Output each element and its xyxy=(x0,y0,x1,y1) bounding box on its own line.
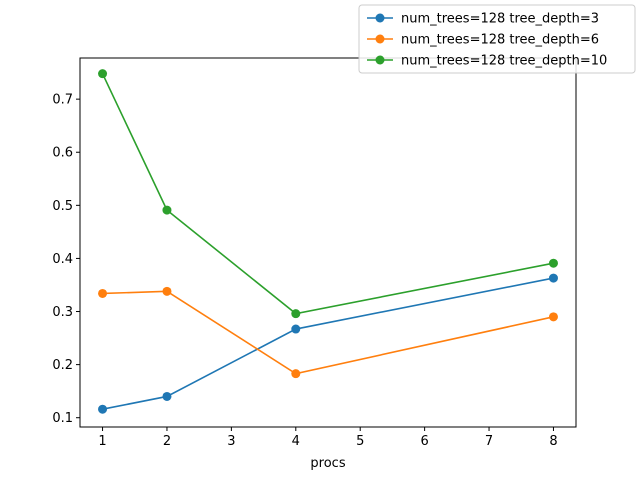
series-line xyxy=(101,73,554,315)
legend-item: num_trees=128 tree_depth=6 xyxy=(367,33,599,48)
series-line xyxy=(102,277,554,410)
legend-label: num_trees=128 tree_depth=3 xyxy=(401,12,599,27)
series-2 xyxy=(98,286,558,379)
y-tick-label: 0.1 xyxy=(52,411,73,426)
legend-marker xyxy=(375,13,385,23)
x-axis-label: procs xyxy=(310,456,345,471)
x-axis: 1 2 3 4 5 6 7 8 xyxy=(98,427,558,449)
y-tick-label: 0.7 xyxy=(52,93,73,108)
data-point xyxy=(548,258,558,268)
y-tick-label: 0.3 xyxy=(52,305,73,320)
legend-marker xyxy=(375,34,385,44)
data-point xyxy=(548,312,558,322)
x-tick-label: 4 xyxy=(292,434,300,449)
series-3 xyxy=(98,69,558,319)
series-1 xyxy=(98,273,558,414)
legend-box xyxy=(358,4,636,74)
y-tick-label: 0.4 xyxy=(52,252,73,267)
y-tick-label: 0.6 xyxy=(52,146,73,161)
data-point xyxy=(291,324,301,334)
y-tick-label: 0.5 xyxy=(52,199,73,214)
data-point xyxy=(98,288,108,298)
x-tick-label: 1 xyxy=(98,434,106,449)
data-point xyxy=(162,286,172,296)
y-axis: 0.1 0.2 0.3 0.4 0.5 0.6 0.7 xyxy=(52,93,80,426)
data-point xyxy=(162,391,172,401)
data-point xyxy=(162,205,172,215)
x-tick-label: 3 xyxy=(227,434,235,449)
series-layer xyxy=(98,69,558,414)
legend-label: num_trees=128 tree_depth=6 xyxy=(401,33,599,48)
x-tick-label: 6 xyxy=(420,434,428,449)
x-tick-label: 8 xyxy=(549,434,557,449)
x-tick-label: 7 xyxy=(485,434,493,449)
plot-frame xyxy=(79,57,577,428)
y-tick-label: 0.2 xyxy=(52,358,73,373)
legend-item: num_trees=128 tree_depth=3 xyxy=(367,12,599,27)
legend-label: num_trees=128 tree_depth=10 xyxy=(401,54,607,69)
data-point xyxy=(98,69,108,79)
x-tick-label: 5 xyxy=(356,434,364,449)
data-point xyxy=(548,273,558,283)
legend: num_trees=128 tree_depth=3 num_trees=128 … xyxy=(358,4,636,74)
series-line xyxy=(102,290,554,375)
legend-marker xyxy=(375,55,385,65)
legend-item: num_trees=128 tree_depth=10 xyxy=(367,54,607,69)
x-tick-label: 2 xyxy=(163,434,171,449)
data-point xyxy=(98,404,108,414)
data-point xyxy=(291,369,301,379)
data-point xyxy=(291,309,301,319)
